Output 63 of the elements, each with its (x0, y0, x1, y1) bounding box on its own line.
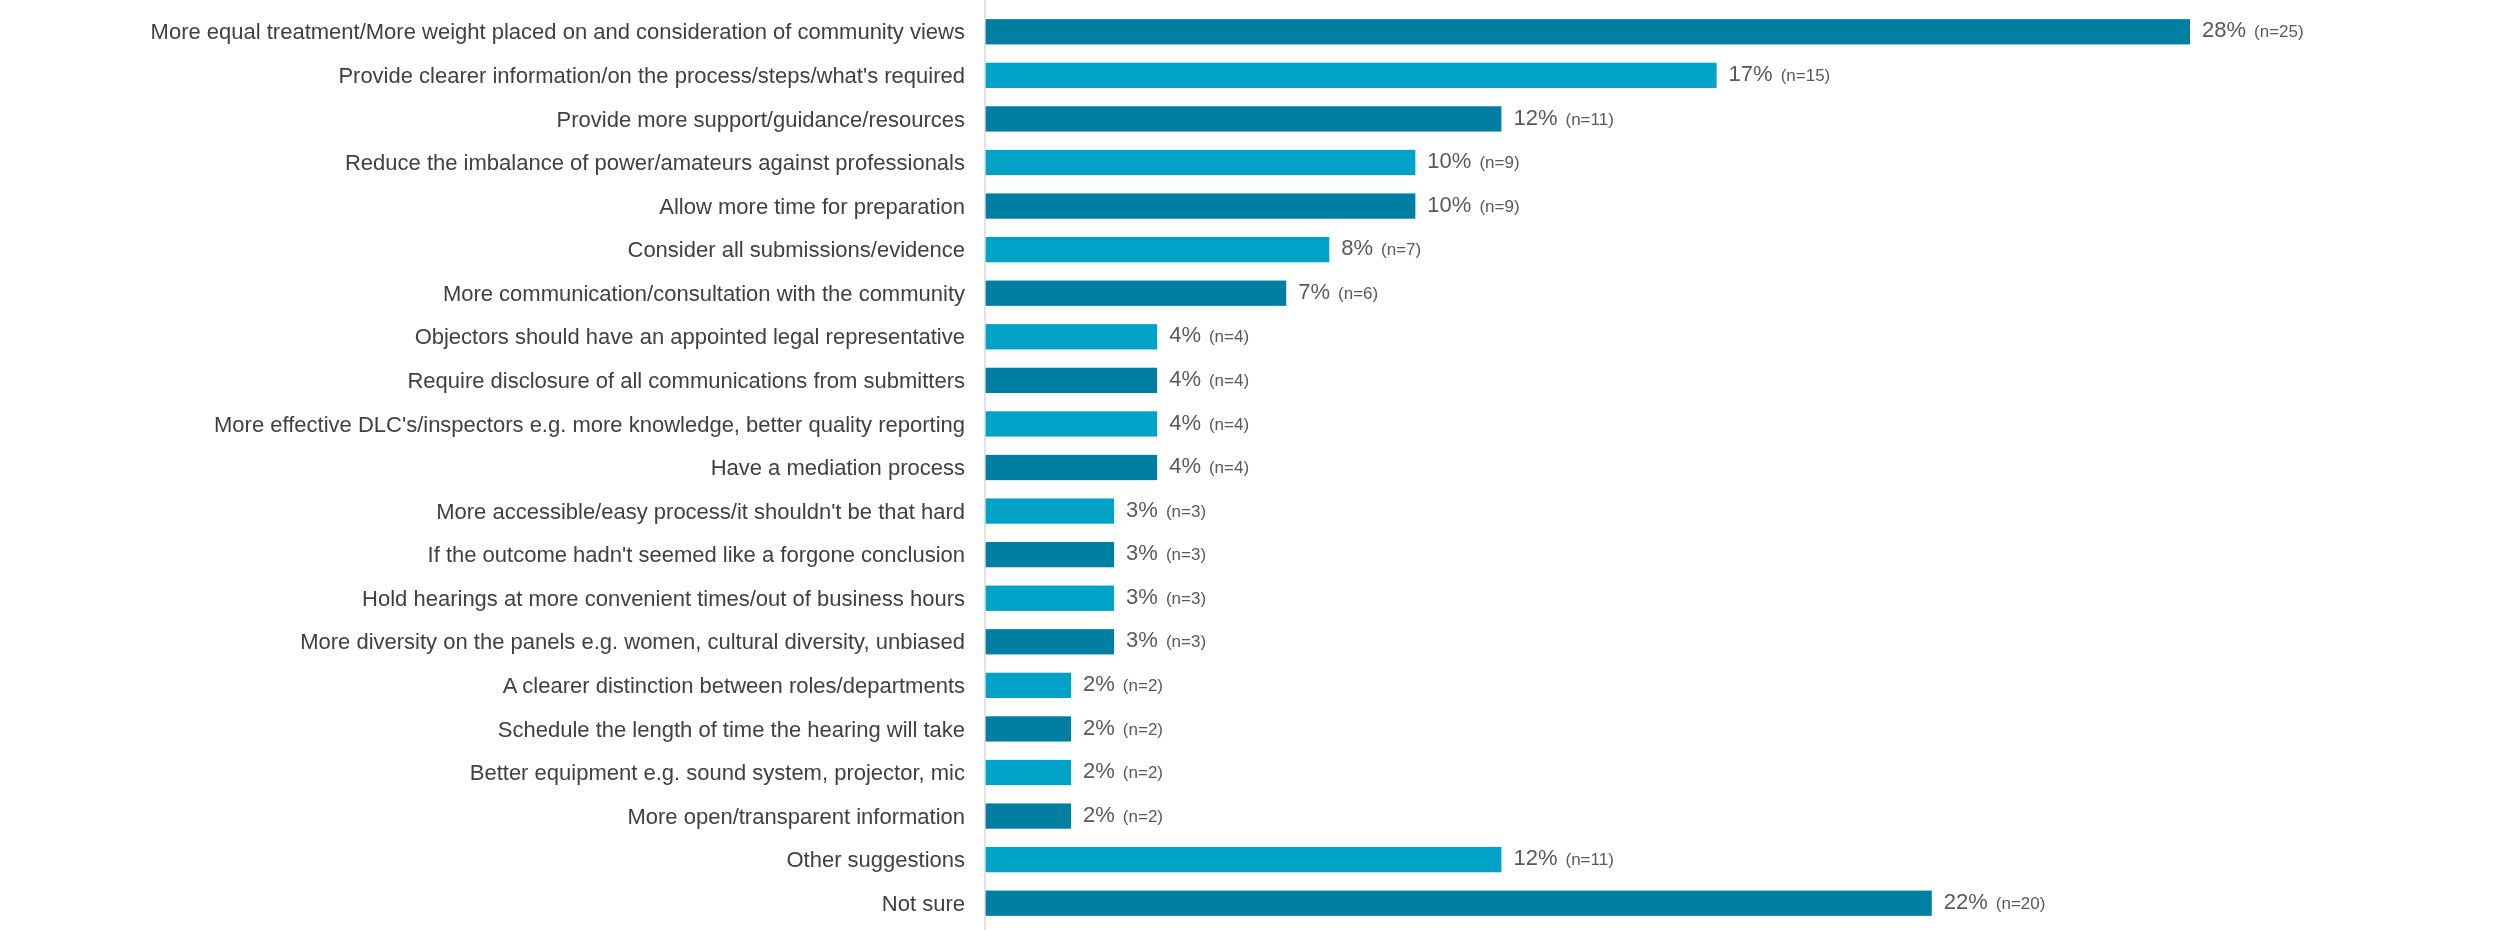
y-tick-label: More communication/consultation with the community (442, 280, 965, 306)
bar (985, 454, 1158, 481)
y-tick-label: More open/transparent information (627, 803, 965, 829)
bar (985, 847, 1502, 873)
data-label: 4% (n=4) (1169, 453, 1250, 479)
bar (985, 890, 1932, 916)
data-label: 4% (n=4) (1169, 322, 1250, 348)
bar (985, 62, 1717, 88)
bar (985, 672, 1072, 698)
bar (985, 716, 1072, 742)
bar (985, 542, 1115, 568)
data-label: 8% (n=7) (1341, 235, 1422, 261)
data-label: 3% (n=3) (1126, 583, 1207, 609)
y-tick-label: Better equipment e.g. sound system, projector, mic (469, 760, 965, 786)
data-label: 10% (n=9) (1427, 191, 1520, 217)
bar (985, 324, 1158, 350)
y-tick-label: Hold hearings at more convenient times/out of business hours (362, 585, 965, 611)
bar (985, 585, 1115, 611)
data-label: 4% (n=4) (1169, 409, 1250, 435)
bar (985, 237, 1330, 263)
data-label: 2% (n=2) (1083, 758, 1164, 784)
y-tick-label: Allow more time for preparation (659, 193, 965, 219)
y-tick-label: If the outcome hadn't seemed like a forgone conclusion (427, 542, 965, 568)
data-label: 12% (n=11) (1513, 104, 1614, 130)
y-tick-label: Objectors should have an appointed legal representative (414, 324, 965, 350)
y-tick-label: More accessible/easy process/it shouldn't be that hard (436, 498, 965, 524)
y-tick-label: Other suggestions (786, 847, 965, 873)
bar (985, 280, 1287, 306)
bar (985, 149, 1416, 176)
data-label: 2% (n=2) (1083, 801, 1164, 827)
bar (985, 367, 1158, 393)
bar (985, 106, 1502, 132)
y-tick-label: A clearer distinction between roles/departments (502, 673, 965, 699)
bar (985, 629, 1115, 655)
y-tick-label: Provide more support/guidance/resources (556, 106, 965, 132)
y-tick-label: Not sure (881, 890, 965, 916)
bar (985, 193, 1416, 219)
bar (985, 803, 1072, 829)
y-tick-label: More diversity on the panels e.g. women, cultural diversity, unbiased (300, 629, 965, 655)
data-label: 4% (n=4) (1169, 365, 1250, 391)
bar (985, 498, 1115, 524)
y-tick-label: Schedule the length of time the hearing will take (497, 716, 965, 742)
data-label: 2% (n=2) (1083, 714, 1164, 740)
data-label: 12% (n=11) (1513, 845, 1614, 871)
y-tick-label: Consider all submissions/evidence (627, 237, 965, 263)
y-tick-label: More effective DLC's/inspectors e.g. more knowledge, better quality reporting (214, 411, 965, 437)
data-label: 10% (n=9) (1427, 148, 1520, 174)
y-tick-label: Reduce the imbalance of power/amateurs against professionals (344, 150, 965, 176)
y-tick-label: Require disclosure of all communications from submitters (407, 368, 965, 394)
data-label: 28% (n=25) (2202, 17, 2304, 43)
data-label: 17% (n=15) (1728, 60, 1831, 86)
data-label: 3% (n=3) (1126, 540, 1207, 566)
data-label: 7% (n=6) (1298, 278, 1379, 304)
bar (985, 759, 1072, 786)
y-tick-label: Have a mediation process (710, 455, 965, 481)
data-label: 22% (n=20) (1943, 888, 2046, 914)
data-label: 3% (n=3) (1126, 496, 1207, 522)
bar (985, 19, 2190, 45)
y-tick-label: More equal treatment/More weight placed on and consideration of community views (150, 19, 965, 45)
data-label: 2% (n=2) (1083, 670, 1164, 696)
y-tick-label: Provide clearer information/on the process/steps/what's required (338, 63, 965, 89)
data-label: 3% (n=3) (1126, 627, 1207, 653)
bar (985, 411, 1158, 437)
